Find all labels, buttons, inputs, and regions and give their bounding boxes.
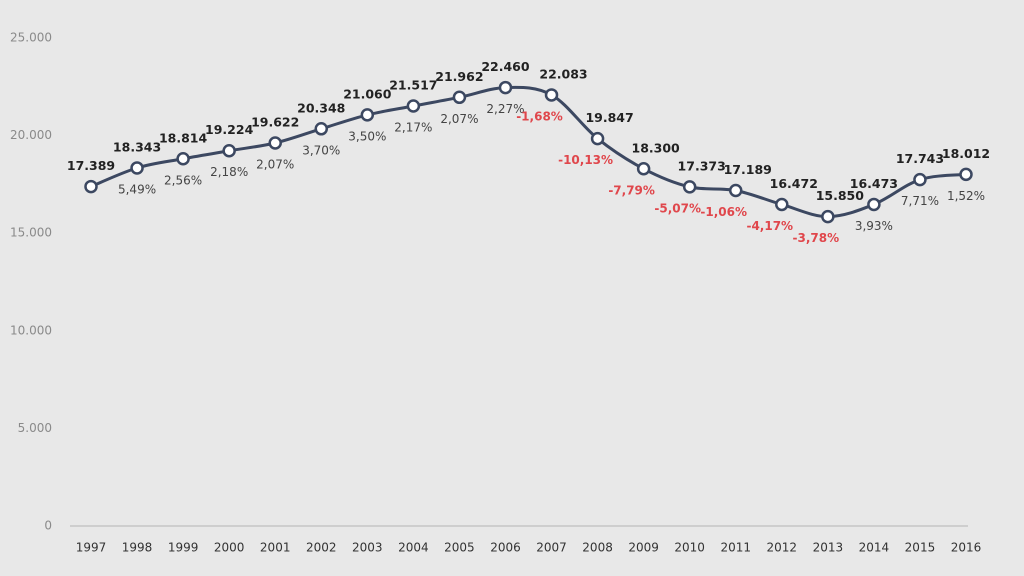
x-tick-label: 1998 (122, 541, 153, 555)
x-tick-label: 2015 (905, 541, 936, 555)
y-tick-label: 0 (44, 519, 52, 533)
change-label: 5,49% (118, 182, 156, 196)
change-label: 1,52% (947, 189, 985, 203)
value-label: 22.083 (539, 66, 587, 81)
value-label: 15.850 (816, 188, 865, 203)
point (821, 209, 835, 224)
point (406, 99, 421, 113)
point (867, 197, 881, 212)
value-label: 18.814 (159, 130, 208, 145)
change-label: 2,18% (210, 165, 248, 179)
change-label: 7,71% (901, 194, 939, 208)
x-tick-label: 2006 (490, 541, 521, 555)
x-tick-label: 2005 (444, 541, 475, 555)
point (728, 183, 743, 198)
point (360, 108, 375, 122)
point (682, 180, 697, 194)
value-label: 17.743 (896, 151, 944, 166)
point (913, 172, 927, 187)
change-label: 2,27% (486, 102, 524, 116)
value-label: 21.962 (435, 69, 483, 84)
x-tick-label: 2002 (306, 541, 337, 555)
value-label: 21.517 (389, 77, 437, 92)
point (590, 131, 605, 146)
value-label: 18.300 (632, 140, 681, 155)
x-tick-label: 2014 (859, 541, 890, 555)
value-label: 19.847 (585, 110, 633, 125)
x-tick-label: 2010 (674, 541, 705, 555)
point (222, 143, 236, 158)
value-label: 17.189 (724, 162, 772, 177)
point (268, 136, 282, 150)
change-label: -5,07% (654, 201, 701, 215)
point (636, 162, 651, 176)
value-label: 22.460 (481, 59, 530, 74)
value-label: 17.389 (67, 158, 115, 173)
value-label: 19.622 (251, 114, 299, 129)
change-label: -10,13% (558, 153, 613, 167)
change-label: 2,07% (256, 157, 294, 171)
x-tick-label: 2012 (767, 541, 798, 555)
change-label: 3,70% (302, 143, 340, 157)
change-label: 2,17% (394, 120, 432, 134)
x-tick-label: 2000 (214, 541, 245, 555)
value-label: 18.012 (942, 146, 990, 161)
change-label: -4,17% (746, 219, 793, 233)
value-label: 16.473 (850, 176, 898, 191)
change-label: 3,93% (855, 219, 893, 233)
x-tick-label: 2001 (260, 541, 291, 555)
x-tick-label: 2003 (352, 541, 383, 555)
value-label: 21.060 (343, 86, 392, 101)
change-label: -7,79% (608, 183, 655, 197)
point (544, 88, 559, 102)
point (130, 161, 144, 175)
change-label: 2,07% (440, 112, 478, 126)
value-label: 17.373 (678, 158, 726, 173)
x-tick-label: 2013 (813, 541, 844, 555)
x-tick-label: 2009 (628, 541, 659, 555)
point (176, 152, 190, 166)
point (498, 80, 513, 95)
y-tick-label: 5.000 (18, 421, 52, 435)
x-tick-label: 2016 (951, 541, 982, 555)
change-label: -3,78% (793, 231, 840, 245)
y-tick-label: 15.000 (10, 226, 52, 240)
point (959, 167, 973, 182)
point (84, 179, 98, 194)
value-label: 19.224 (205, 122, 254, 137)
x-tick-label: 2011 (720, 541, 751, 555)
change-label: -1,06% (700, 205, 747, 219)
change-label: 3,50% (348, 129, 386, 143)
x-tick-label: 1997 (76, 541, 107, 555)
y-tick-label: 10.000 (10, 323, 52, 337)
y-tick-label: 20.000 (10, 128, 52, 142)
x-tick-label: 2007 (536, 541, 567, 555)
change-label: -1,68% (516, 109, 563, 123)
y-tick-label: 25.000 (10, 31, 52, 45)
point (452, 90, 467, 105)
point (775, 197, 789, 212)
x-tick-label: 2004 (398, 541, 429, 555)
change-label: 2,56% (164, 173, 202, 187)
x-tick-label: 2008 (582, 541, 613, 555)
x-tick-label: 1999 (168, 541, 199, 555)
point (314, 122, 329, 136)
value-label: 20.348 (297, 100, 345, 115)
value-label: 18.343 (113, 139, 161, 154)
value-label: 16.472 (770, 176, 818, 191)
